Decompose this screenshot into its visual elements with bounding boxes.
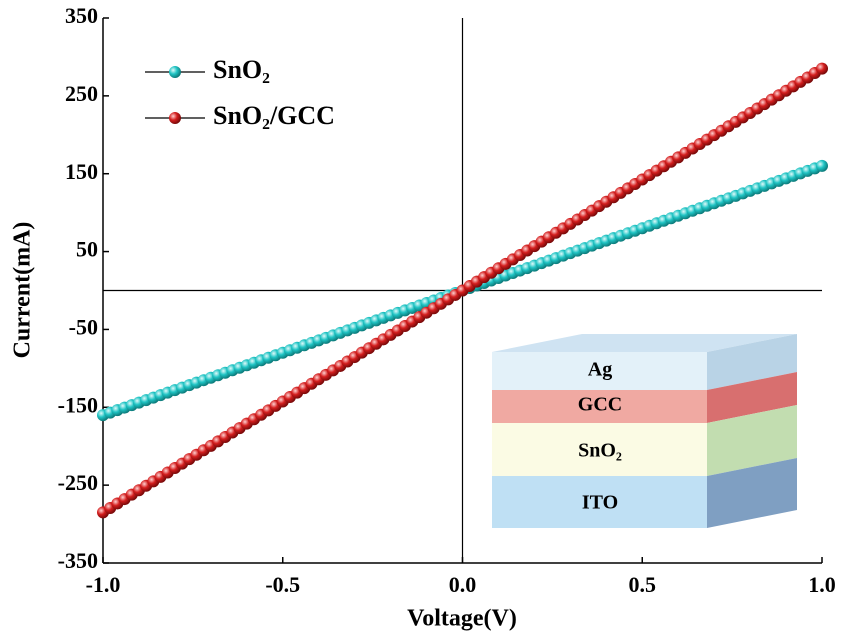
y-tick-label: -250 bbox=[58, 470, 98, 495]
x-tick-label: 1.0 bbox=[808, 572, 836, 597]
chart: Voltage(V) Current(mA) Ag GCC SnO₂ ITO 350 2… bbox=[0, 0, 846, 643]
legend-marker bbox=[169, 66, 181, 78]
y-tick-label: 250 bbox=[65, 81, 98, 106]
y-tick-label: -350 bbox=[58, 548, 98, 573]
y-axis-label: Current(mA) bbox=[10, 222, 36, 359]
x-tick-label: 0.5 bbox=[629, 572, 657, 597]
y-tick-label: 150 bbox=[65, 159, 98, 184]
legend-label: SnO₂ bbox=[213, 55, 270, 84]
x-tick-label: 0.0 bbox=[449, 572, 477, 597]
data-point bbox=[816, 160, 828, 172]
y-tick-label: -50 bbox=[69, 314, 98, 339]
y-tick-label: -150 bbox=[58, 392, 98, 417]
y-tick-label: 50 bbox=[76, 237, 98, 262]
inset-layer-label: SnO₂ bbox=[578, 440, 622, 462]
x-axis-label: Voltage(V) bbox=[407, 606, 517, 632]
inset-layer-label: GCC bbox=[578, 394, 622, 416]
y-tick-label: 350 bbox=[65, 3, 98, 28]
inset-layer-label: Ag bbox=[588, 359, 612, 381]
inset-layer-label: ITO bbox=[582, 492, 618, 514]
x-tick-label: -0.5 bbox=[265, 572, 300, 597]
legend-label: SnO₂/GCC bbox=[213, 101, 335, 130]
inset-device: Ag GCC SnO₂ ITO bbox=[492, 334, 797, 528]
legend-marker bbox=[169, 112, 181, 124]
data-point bbox=[816, 63, 828, 75]
x-tick-label: -1.0 bbox=[86, 572, 121, 597]
